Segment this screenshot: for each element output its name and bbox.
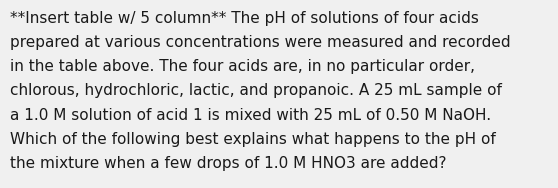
Text: Which of the following best explains what happens to the pH of: Which of the following best explains wha…	[10, 132, 496, 147]
Text: prepared at various concentrations were measured and recorded: prepared at various concentrations were …	[10, 35, 511, 50]
Text: a 1.0 M solution of acid 1 is mixed with 25 mL of 0.50 M NaOH.: a 1.0 M solution of acid 1 is mixed with…	[10, 108, 491, 123]
Text: in the table above. The four acids are, in no particular order,: in the table above. The four acids are, …	[10, 59, 475, 74]
Text: chlorous, hydrochloric, lactic, and propanoic. A 25 mL sample of: chlorous, hydrochloric, lactic, and prop…	[10, 83, 502, 99]
Text: the mixture when a few drops of 1.0 M HNO3 are added?: the mixture when a few drops of 1.0 M HN…	[10, 156, 446, 171]
Text: **Insert table w/ 5 column** The pH of solutions of four acids: **Insert table w/ 5 column** The pH of s…	[10, 11, 479, 26]
